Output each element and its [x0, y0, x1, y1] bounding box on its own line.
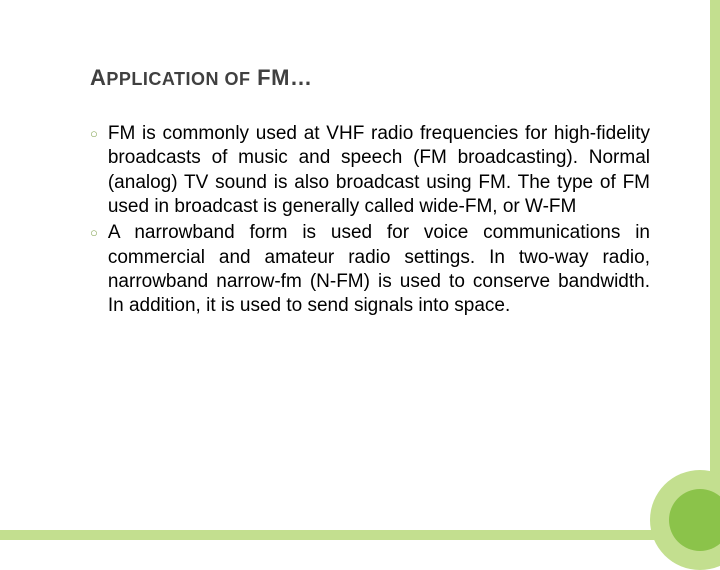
border-bottom: [0, 530, 720, 540]
bullet-text: A narrowband form is used for voice comm…: [108, 221, 650, 318]
bullet-text: FM is commonly used at VHF radio frequen…: [108, 122, 650, 219]
title-part2: FM…: [251, 65, 313, 90]
title-part1-caps: A: [90, 65, 106, 90]
border-right: [710, 0, 720, 540]
bullet-item: ○ FM is commonly used at VHF radio frequ…: [90, 122, 650, 219]
slide-title: APPLICATION OF FM…: [90, 65, 312, 91]
bullet-icon: ○: [90, 122, 98, 146]
slide-container: APPLICATION OF FM… ○ FM is commonly used…: [0, 0, 720, 540]
bullet-icon: ○: [90, 221, 98, 245]
bullet-item: ○ A narrowband form is used for voice co…: [90, 221, 650, 318]
content-area: ○ FM is commonly used at VHF radio frequ…: [90, 122, 650, 321]
title-part1-small: PPLICATION OF: [106, 69, 250, 89]
